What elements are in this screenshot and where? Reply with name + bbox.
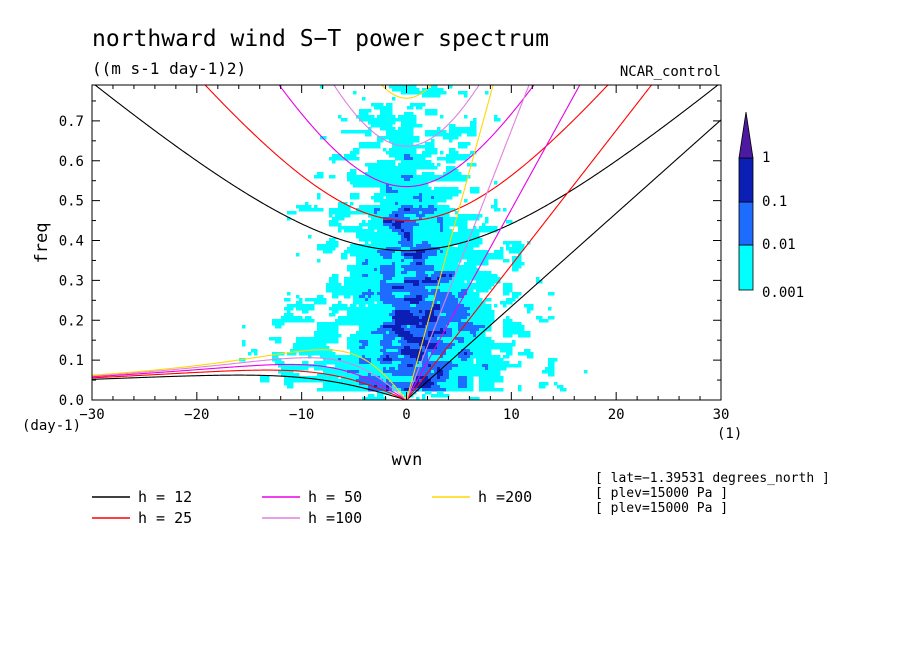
y-tick-label: 0.1 bbox=[59, 353, 84, 369]
y-tick-label: 0.4 bbox=[59, 234, 84, 250]
dispersion-curve-h12 bbox=[406, 119, 721, 400]
colorbar-label: 0.01 bbox=[762, 237, 796, 253]
dispersion-curves bbox=[92, 85, 721, 400]
dispersion-curve-h200 bbox=[92, 349, 406, 400]
y-units: (day-1) bbox=[22, 418, 81, 434]
dispersion-curve-h100 bbox=[333, 85, 480, 147]
dispersion-curve-h12 bbox=[92, 374, 406, 400]
axis-ticks bbox=[91, 85, 722, 401]
info-line: [ plev=15000 Pa ] bbox=[595, 501, 728, 516]
y-tick-label: 0.2 bbox=[59, 313, 84, 329]
power-contours bbox=[239, 85, 588, 400]
y-tick-label: 0.3 bbox=[59, 273, 84, 289]
colorbar-segment bbox=[738, 244, 754, 291]
dispersion-curve-h50 bbox=[406, 85, 581, 400]
colorbar-label: 0.1 bbox=[762, 194, 787, 210]
colorbar-label: 0.001 bbox=[762, 285, 804, 301]
info-line: [ lat=−1.39531 degrees_north ] bbox=[595, 471, 830, 486]
dispersion-curve-h200 bbox=[405, 85, 494, 400]
dispersion-curve-h100 bbox=[405, 85, 530, 400]
y-tick-label: 0.6 bbox=[59, 154, 84, 170]
x-units: (1) bbox=[717, 426, 742, 442]
info-box: [ lat=−1.39531 degrees_north ][ plev=150… bbox=[595, 471, 830, 516]
dispersion-curve-h50 bbox=[92, 363, 406, 400]
chart-units: ((m s-1 day-1)2) bbox=[92, 59, 246, 78]
dispersion-curve-h100 bbox=[92, 357, 406, 400]
legend-label: h =200 bbox=[478, 488, 532, 506]
x-tick-label: −20 bbox=[184, 407, 209, 423]
x-tick-label: 30 bbox=[713, 407, 730, 423]
colorbar: 0.001 0.01 0.1 1 bbox=[738, 111, 804, 301]
colorbar-label: 1 bbox=[762, 150, 770, 166]
colorbar-top-triangle bbox=[738, 111, 754, 159]
legend-label: h = 25 bbox=[138, 509, 192, 527]
info-line: [ plev=15000 Pa ] bbox=[595, 486, 728, 501]
colorbar-segment bbox=[738, 157, 754, 203]
legend-label: h = 50 bbox=[308, 488, 362, 506]
curve-legend: h = 12 h = 25 h = 50 h =100 h =200 bbox=[92, 488, 532, 527]
x-tick-labels: −30 −20 −10 0 10 20 30 bbox=[79, 407, 729, 423]
x-tick-label: −30 bbox=[79, 407, 104, 423]
legend-label: h =100 bbox=[308, 509, 362, 527]
y-tick-label: 0.7 bbox=[59, 114, 84, 130]
y-tick-label: 0.0 bbox=[59, 393, 84, 409]
y-tick-labels: 0.0 0.1 0.2 0.3 0.4 0.5 0.6 0.7 bbox=[59, 114, 84, 409]
chart-title: northward wind S−T power spectrum bbox=[92, 26, 549, 52]
y-axis-label: freq bbox=[32, 223, 52, 264]
dispersion-curve-h25 bbox=[204, 85, 609, 222]
x-tick-label: 10 bbox=[503, 407, 520, 423]
dispersion-curve-h50 bbox=[278, 85, 535, 188]
legend-label: h = 12 bbox=[138, 488, 192, 506]
dispersion-curve-h25 bbox=[406, 85, 653, 400]
x-tick-label: 0 bbox=[402, 407, 410, 423]
y-tick-label: 0.5 bbox=[59, 194, 84, 210]
dispersion-curve-h200 bbox=[380, 85, 433, 99]
dispersion-curve-h25 bbox=[92, 369, 406, 400]
colorbar-segment bbox=[738, 201, 754, 246]
x-axis-label: wvn bbox=[392, 450, 423, 470]
dispersion-curve-h12 bbox=[94, 85, 719, 252]
x-tick-label: 20 bbox=[608, 407, 625, 423]
dataset-label: NCAR_control bbox=[620, 64, 721, 80]
x-tick-label: −10 bbox=[289, 407, 314, 423]
